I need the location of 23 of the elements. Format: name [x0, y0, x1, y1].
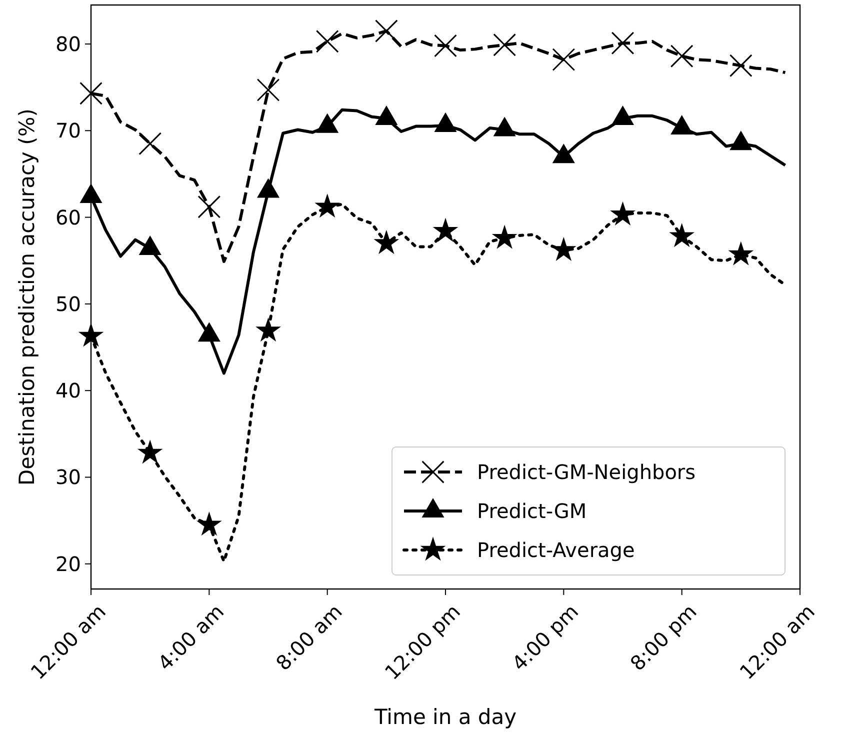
point	[669, 223, 695, 248]
legend-label: Predict-GM-Neighbors	[477, 460, 696, 484]
y-tick-label: 70	[56, 118, 81, 143]
x-axis-title: Time in a day	[373, 705, 517, 729]
legend-label: Predict-Average	[477, 538, 635, 562]
y-tick-label: 60	[56, 205, 81, 230]
point	[256, 317, 281, 342]
y-tick-label: 40	[56, 378, 81, 403]
point	[492, 224, 518, 249]
legend-label: Predict-GM	[477, 499, 587, 523]
point	[374, 230, 400, 254]
point	[610, 201, 636, 226]
point	[196, 512, 222, 536]
point	[137, 440, 163, 464]
y-tick-label: 80	[56, 32, 81, 56]
point	[432, 218, 458, 242]
point	[314, 194, 340, 218]
point	[728, 241, 754, 266]
y-tick-label: 20	[56, 552, 81, 576]
y-tick-label: 30	[56, 465, 81, 490]
point	[78, 322, 104, 347]
y-axis-title: Destination prediction accuracy (%)	[15, 108, 39, 486]
y-tick-label: 50	[56, 292, 81, 316]
